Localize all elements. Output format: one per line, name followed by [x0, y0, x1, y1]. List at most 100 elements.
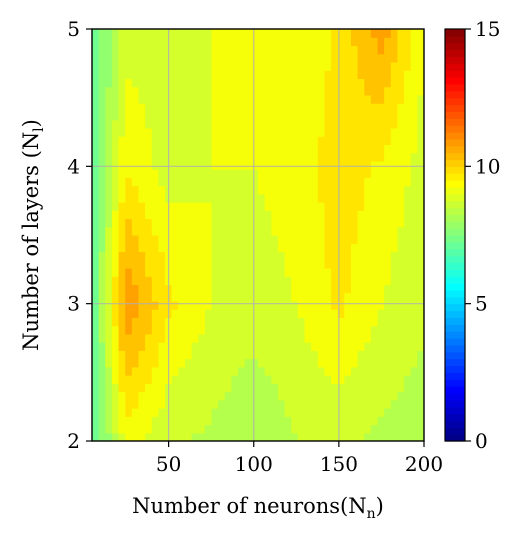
heatmap-cell: [178, 218, 186, 228]
heatmap-cell: [171, 29, 179, 38]
heatmap-cell: [125, 235, 133, 244]
heatmap-cell: [224, 366, 233, 376]
heatmap-cell: [178, 70, 186, 80]
heatmap-cell: [284, 342, 292, 351]
heatmap-cell: [304, 259, 312, 269]
heatmap-cell: [118, 78, 126, 88]
heatmap-cell: [218, 177, 226, 187]
heatmap-cell: [357, 29, 365, 38]
heatmap-cell: [158, 292, 166, 302]
heatmap-cell: [271, 350, 279, 360]
heatmap-cell: [218, 119, 226, 129]
heatmap-cell: [251, 45, 259, 55]
heatmap-cell: [390, 202, 399, 211]
heatmap-cell: [390, 309, 399, 318]
heatmap-cell: [151, 325, 159, 335]
heatmap-cell: [118, 424, 126, 434]
heatmap-cell: [317, 103, 325, 112]
heatmap-cell: [184, 152, 193, 162]
heatmap-cell: [251, 86, 259, 96]
colorbar-segment: [445, 221, 465, 229]
heatmap-cell: [251, 103, 259, 112]
heatmap-cell: [125, 424, 133, 434]
heatmap-cell: [131, 251, 140, 261]
heatmap-cell: [105, 202, 113, 211]
heatmap-cell: [277, 300, 286, 310]
heatmap-cell: [184, 53, 193, 63]
heatmap-cell: [224, 29, 233, 38]
heatmap-cell: [238, 375, 246, 384]
heatmap-cell: [244, 94, 252, 104]
heatmap-cell: [204, 136, 213, 145]
heatmap-cell: [277, 226, 286, 236]
heatmap-cell: [204, 37, 213, 47]
heatmap-cell: [211, 70, 219, 80]
heatmap-cell: [138, 70, 146, 80]
heatmap-cell: [284, 193, 292, 203]
heatmap-cell: [410, 210, 418, 220]
heatmap-cell: [204, 300, 213, 310]
heatmap-cell: [105, 276, 113, 286]
heatmap-cell: [198, 284, 206, 294]
heatmap-cell: [98, 61, 106, 71]
heatmap-cell: [231, 309, 239, 318]
heatmap-cell: [350, 70, 359, 80]
heatmap-cell: [184, 78, 193, 88]
heatmap-cell: [158, 358, 166, 368]
heatmap-cell: [98, 177, 106, 187]
heatmap-cell: [211, 408, 219, 417]
heatmap-cell: [258, 325, 266, 335]
heatmap-cell: [271, 366, 279, 376]
heatmap-cell: [357, 45, 365, 55]
heatmap-cell: [390, 408, 399, 417]
heatmap-cell: [218, 61, 226, 71]
heatmap-cell: [377, 366, 385, 376]
heatmap-cell: [364, 136, 372, 145]
heatmap-cell: [417, 218, 424, 228]
heatmap-cell: [311, 127, 319, 137]
heatmap-cell: [191, 127, 199, 137]
heatmap-cell: [291, 243, 299, 253]
heatmap-cell: [271, 391, 279, 401]
heatmap-cell: [218, 416, 226, 426]
heatmap-cell: [92, 259, 100, 269]
heatmap-cell: [350, 284, 359, 294]
heatmap-cell: [390, 292, 399, 302]
heatmap-cell: [191, 61, 199, 71]
heatmap-cell: [138, 259, 146, 269]
heatmap-cell: [158, 70, 166, 80]
heatmap-cell: [244, 86, 252, 96]
heatmap-cell: [344, 78, 352, 88]
heatmap-cell: [350, 103, 359, 112]
heatmap-cell: [191, 432, 199, 441]
heatmap-cell: [198, 210, 206, 220]
heatmap-cell: [364, 358, 372, 368]
heatmap-cell: [337, 210, 345, 220]
heatmap-cell: [404, 317, 412, 327]
heatmap-cell: [264, 416, 272, 426]
heatmap-cell: [118, 259, 126, 269]
colorbar-segment: [445, 420, 465, 428]
heatmap-cell: [98, 210, 106, 220]
heatmap-cell: [364, 103, 372, 112]
heatmap-cell: [105, 342, 113, 351]
heatmap-cell: [244, 144, 252, 154]
heatmap-cell: [364, 86, 372, 96]
heatmap-cell: [331, 70, 339, 80]
heatmap-cell: [171, 358, 179, 368]
heatmap-cell: [145, 267, 153, 277]
heatmap-cell: [397, 366, 405, 376]
heatmap-cell: [390, 432, 399, 441]
heatmap-cell: [364, 37, 372, 47]
heatmap-cell: [138, 202, 146, 211]
heatmap-cell: [92, 160, 100, 170]
heatmap-cell: [125, 309, 133, 318]
heatmap-cell: [331, 61, 339, 71]
heatmap-cell: [138, 235, 146, 244]
heatmap-cell: [271, 127, 279, 137]
heatmap-cell: [98, 127, 106, 137]
heatmap-cell: [125, 177, 133, 187]
heatmap-cell: [138, 366, 146, 376]
heatmap-cell: [191, 202, 199, 211]
heatmap-cell: [244, 358, 252, 368]
